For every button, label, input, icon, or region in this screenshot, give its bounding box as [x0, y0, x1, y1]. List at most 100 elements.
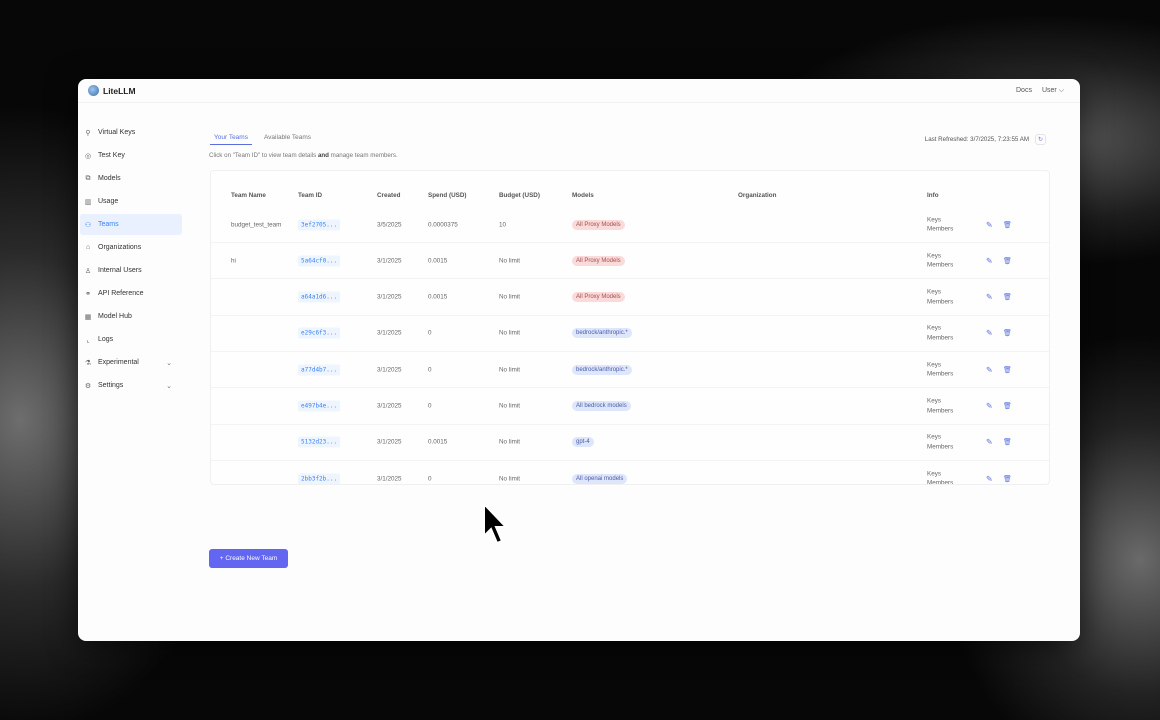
members-link[interactable]: Members [927, 370, 954, 378]
tab-available-teams[interactable]: Available Teams [263, 134, 312, 141]
bar-chart-icon: ▥ [84, 198, 92, 206]
spend-value: 0.0000375 [428, 221, 458, 228]
models-badge: All bedrock models [572, 401, 631, 411]
settings-icon: ⚙ [84, 382, 92, 390]
chevron-down-icon: ⌵ [1058, 86, 1064, 94]
delete-icon[interactable]: 🗑 [1003, 330, 1012, 338]
sidebar-item-virtual-keys[interactable]: ⚲ Virtual Keys [80, 122, 182, 143]
keys-link[interactable]: Keys [927, 252, 941, 260]
block-icon: ⧉ [85, 174, 91, 182]
info-links: Keys Members [927, 288, 953, 307]
user-menu[interactable]: User ⌵ [1042, 87, 1064, 95]
sidebar-item-organizations[interactable]: ⌂ Organizations [80, 237, 182, 258]
models-badge: bedrock/anthropic.* [572, 328, 632, 339]
sidebar-item-label: Teams [98, 221, 119, 228]
user-icon: ♙ [84, 267, 92, 275]
last-refreshed: Last Refreshed: 3/7/2025, 7:23:55 AM ↻ [925, 134, 1046, 145]
refresh-button[interactable]: ↻ [1035, 134, 1046, 145]
delete-icon[interactable]: 🗑 [1003, 294, 1012, 302]
edit-icon[interactable]: ✎ [986, 256, 993, 266]
members-link[interactable]: Members [927, 479, 954, 485]
table-row: a77d4b7... 3/1/2025 0 No limit bedrock/anthr… [211, 352, 1049, 389]
column-header-info: Info [927, 192, 939, 199]
sidebar-item-label: Models [98, 175, 121, 182]
sidebar-item-api-reference[interactable]: ⚭ API Reference [80, 283, 182, 304]
team-id-link[interactable]: 3ef2705... [298, 219, 341, 230]
spend-value: 0.0015 [428, 257, 448, 265]
keys-link[interactable]: Keys [927, 216, 941, 223]
desc-bold: and [317, 152, 329, 159]
spend-value: 0 [428, 402, 432, 410]
created-date: 3/1/2025 [377, 475, 402, 483]
mouse-cursor-icon [483, 502, 508, 545]
line-chart-icon: ⌞ [86, 336, 90, 344]
sidebar-item-label: API Reference [98, 290, 144, 297]
create-new-team-button[interactable]: + Create New Team [209, 549, 288, 568]
sidebar-item-experimental[interactable]: ⚗ Experimental ⌄ [80, 352, 182, 373]
members-link[interactable]: Members [927, 443, 954, 451]
sidebar-item-models[interactable]: ⧉ Models [80, 168, 182, 189]
team-name: budget_test_team [231, 221, 282, 228]
logo-icon [88, 85, 99, 96]
members-link[interactable]: Members [927, 261, 954, 269]
spend-value: 0 [428, 366, 432, 374]
team-id-link[interactable]: 5a64cf0... [298, 255, 341, 267]
delete-icon[interactable]: 🗑 [1003, 366, 1012, 374]
sidebar-item-usage[interactable]: ▥ Usage [80, 191, 182, 212]
delete-icon[interactable]: 🗑 [1003, 403, 1012, 410]
members-link[interactable]: Members [927, 225, 954, 233]
models-badge: All Proxy Models [572, 255, 625, 266]
members-link[interactable]: Members [927, 334, 954, 342]
keys-link[interactable]: Keys [927, 433, 941, 441]
sidebar-item-model-hub[interactable]: ▦ Model Hub [80, 306, 182, 327]
members-link[interactable]: Members [927, 407, 954, 414]
edit-icon[interactable]: ✎ [986, 292, 993, 302]
table-row: budget_test_team 3ef2705... 3/5/2025 0.0000… [211, 207, 1049, 243]
delete-icon[interactable]: 🗑 [1003, 221, 1012, 229]
created-date: 3/1/2025 [377, 366, 402, 374]
top-header: LiteLLM Docs User ⌵ [78, 79, 1080, 103]
delete-icon[interactable]: 🗑 [1003, 439, 1012, 447]
team-id-link[interactable]: e29c6f3... [298, 327, 341, 339]
delete-icon[interactable]: 🗑 [1003, 475, 1012, 483]
edit-icon[interactable]: ✎ [986, 474, 993, 484]
budget-value: 10 [499, 221, 507, 228]
team-id-link[interactable]: a77d4b7... [298, 364, 341, 376]
team-id-link[interactable]: 5132d23... [298, 436, 341, 448]
sidebar-item-internal-users[interactable]: ♙ Internal Users [80, 260, 182, 281]
members-link[interactable]: Members [927, 298, 954, 306]
tab-your-teams[interactable]: Your Teams [210, 131, 252, 145]
edit-icon[interactable]: ✎ [986, 220, 993, 229]
sidebar-item-logs[interactable]: ⌞ Logs [80, 329, 182, 350]
api-icon: ⚭ [85, 290, 91, 298]
table-row: 5132d23... 3/1/2025 0.0015 No limit gpt-4 Key… [211, 425, 1049, 461]
keys-link[interactable]: Keys [927, 361, 941, 369]
bank-icon: ⌂ [85, 244, 91, 251]
delete-icon[interactable]: 🗑 [1003, 257, 1012, 265]
page-description: Click on "Team ID" to view team details … [209, 152, 398, 159]
sidebar-item-settings[interactable]: ⚙ Settings ⌄ [80, 375, 182, 396]
logo[interactable]: LiteLLM [88, 85, 136, 96]
team-id-link[interactable]: a64a1d6... [298, 291, 341, 303]
sidebar-item-teams[interactable]: ⚇ Teams [80, 214, 182, 235]
key-icon: ⚲ [85, 129, 91, 137]
docs-link[interactable]: Docs [1016, 86, 1032, 94]
edit-icon[interactable]: ✎ [986, 328, 993, 338]
keys-link[interactable]: Keys [927, 288, 941, 296]
sidebar-item-label: Usage [98, 198, 119, 205]
appstore-icon: ▦ [84, 313, 92, 321]
team-id-link[interactable]: e497b4e... [298, 400, 341, 412]
keys-link[interactable]: Keys [927, 470, 941, 478]
column-header-spend-usd-: Spend (USD) [428, 192, 467, 199]
desc-text-end: manage team members. [328, 152, 398, 159]
sidebar-item-label: Settings [98, 382, 124, 389]
sidebar-item-test-key[interactable]: ◎ Test Key [80, 145, 182, 166]
column-header-created: Created [377, 192, 401, 199]
keys-link[interactable]: Keys [927, 324, 941, 332]
edit-icon[interactable]: ✎ [986, 365, 993, 375]
table-row: 2bb3f2b... 3/1/2025 0 No limit All openai mo… [211, 461, 1049, 485]
edit-icon[interactable]: ✎ [986, 401, 993, 411]
team-id-link[interactable]: 2bb3f2b... [298, 473, 341, 484]
edit-icon[interactable]: ✎ [986, 437, 993, 447]
keys-link[interactable]: Keys [927, 397, 941, 405]
